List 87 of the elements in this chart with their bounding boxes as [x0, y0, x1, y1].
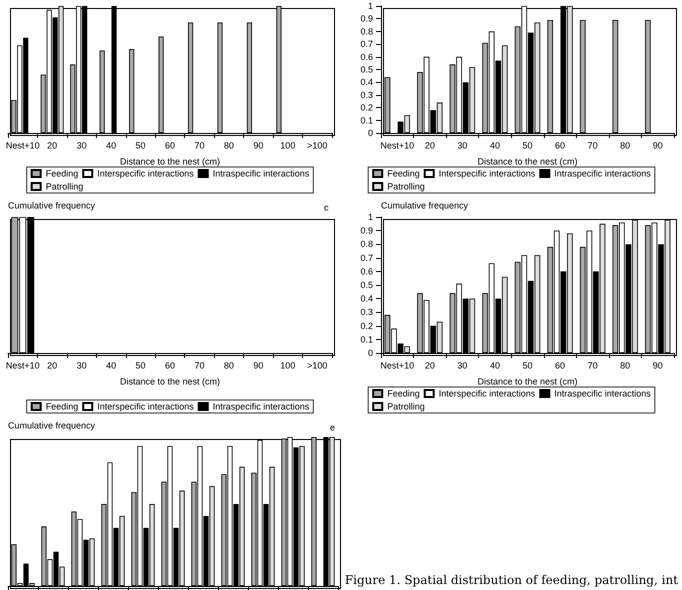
x-tick-label: 30 — [76, 140, 87, 150]
x-tick-label: 50 — [136, 360, 146, 370]
legend-label: Intraspecific interactions — [554, 388, 652, 398]
x-tick-label: 40 — [490, 140, 500, 150]
x-tick-label: Nest+10 — [380, 140, 414, 150]
x-tick-label: Nest+10 — [6, 360, 40, 370]
x-tick-label: 50 — [522, 140, 533, 150]
y-tick-label: 0.8 — [360, 239, 373, 250]
legend-label: Feeding — [387, 168, 420, 178]
x-tick-label: 30 — [457, 360, 468, 370]
x-tick-label: 20 — [47, 360, 58, 370]
x-tick-label: 40 — [106, 360, 116, 370]
y-tick-label: 0.5 — [360, 64, 373, 74]
y-tick-label: 0.2 — [360, 320, 373, 331]
x-tick-label: Nest+10 — [380, 360, 414, 370]
y-tick-label: 0.8 — [360, 26, 373, 36]
y-tick-label: 0.7 — [360, 252, 373, 263]
y-tick-label: 0.4 — [360, 294, 373, 304]
legend-label: Feeding — [387, 388, 420, 398]
x-tick-label: 30 — [457, 140, 468, 150]
legend-label: Patrolling — [387, 402, 425, 412]
y-tick-label: 0.9 — [360, 14, 373, 24]
y-axis-title: Cumulative frequency — [8, 200, 96, 210]
text: c — [324, 202, 329, 212]
x-tick-label: >100 — [307, 360, 328, 370]
x-tick-label: >100 — [307, 140, 328, 150]
x-tick-label: 60 — [164, 140, 176, 150]
x-tick-label: Nest+10 — [6, 140, 40, 150]
y-tick-label: 0.2 — [360, 102, 373, 113]
y-tick-label: 0 — [368, 128, 373, 138]
y-tick-label: 0.6 — [360, 52, 373, 62]
legend-label: Interspecific interactions — [97, 168, 194, 178]
x-tick-label: 80 — [224, 360, 234, 370]
legend-label: Intraspecific interactions — [554, 168, 652, 178]
x-tick-label: 30 — [76, 360, 87, 370]
x-tick-label: 40 — [490, 360, 500, 370]
y-tick-label: 0.5 — [360, 280, 373, 290]
y-tick-label: 0.3 — [360, 307, 373, 318]
y-tick-label: 1 — [368, 212, 373, 222]
y-tick-label: 0.1 — [360, 115, 373, 126]
y-tick-label: 0.6 — [360, 266, 373, 276]
y-tick-label: 0.1 — [360, 334, 373, 344]
x-tick-label: 90 — [253, 360, 264, 370]
x-tick-label: 50 — [522, 360, 533, 370]
x-tick-label: 100 — [280, 360, 296, 370]
x-axis-title: Distance to the nest (cm) — [120, 156, 220, 166]
x-tick-label: 90 — [652, 140, 663, 150]
x-tick-label: 80 — [620, 360, 630, 370]
legend-label: Feeding — [46, 168, 78, 178]
legend-label: Interspecific interactions — [438, 168, 536, 178]
x-tick-label: 20 — [424, 140, 435, 150]
x-tick-label: 60 — [555, 140, 566, 150]
legend-label: Patrolling — [46, 182, 84, 192]
x-tick-label: 60 — [164, 360, 176, 370]
x-axis-title: Distance to the nest (cm) — [477, 376, 578, 386]
x-tick-label: 70 — [588, 360, 598, 370]
legend-label: Interspecific interactions — [438, 388, 536, 398]
x-tick-label: 20 — [47, 140, 58, 150]
x-tick-label: 90 — [652, 360, 663, 370]
y-axis-title: Cumulative frequency — [381, 200, 469, 210]
y-tick-label: 1 — [368, 1, 373, 11]
legend-label: Interspecific interactions — [97, 402, 194, 412]
y-tick-label: 0.9 — [360, 226, 373, 236]
legend-label: Patrolling — [387, 182, 425, 192]
y-tick-label: 0.4 — [360, 77, 373, 88]
text: e — [330, 422, 336, 432]
y-tick-label: 0.7 — [360, 39, 373, 50]
legend-label: Intraspecific interactions — [212, 168, 310, 178]
x-tick-label: 80 — [620, 140, 630, 150]
x-tick-label: 90 — [253, 140, 264, 150]
x-axis-title: Distance to the nest (cm) — [120, 376, 220, 386]
x-tick-label: 100 — [280, 140, 296, 150]
y-tick-label: 0.3 — [360, 90, 373, 100]
x-tick-label: 60 — [555, 360, 566, 370]
x-tick-label: 70 — [194, 360, 204, 370]
x-tick-label: 20 — [424, 360, 435, 370]
y-tick-label: 0 — [368, 348, 373, 358]
legend-label: Feeding — [46, 402, 78, 412]
x-tick-label: 80 — [224, 140, 234, 150]
x-tick-label: 40 — [106, 140, 116, 150]
x-tick-label: 50 — [136, 140, 146, 150]
x-tick-label: 70 — [588, 140, 598, 150]
caption: Figure 1. Spatial distribution of feeding, patrolling, int — [344, 573, 678, 587]
x-axis-title: Distance to the nest (cm) — [477, 156, 578, 166]
legend-label: Intraspecific interactions — [212, 402, 310, 412]
x-tick-label: 70 — [194, 140, 204, 150]
y-axis-title: Cumulative frequency — [8, 420, 96, 430]
